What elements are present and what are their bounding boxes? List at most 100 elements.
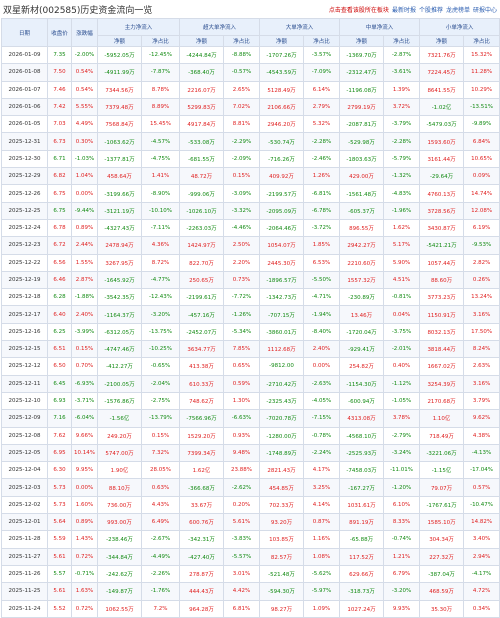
table-cell: 7.42 bbox=[47, 97, 72, 117]
table-cell: 1.63% bbox=[71, 582, 98, 601]
table-cell: -242.62万 bbox=[97, 564, 142, 584]
table-cell: 9.95% bbox=[71, 461, 98, 480]
cell-date: 2025-12-03 bbox=[1, 478, 48, 497]
table-cell: -5.57% bbox=[223, 547, 261, 566]
table-cell: -2452.07万 bbox=[179, 322, 225, 342]
table-cell: 4.49% bbox=[71, 115, 98, 134]
table-cell: -344.84万 bbox=[97, 547, 142, 566]
table-cell: -4.75% bbox=[140, 149, 181, 169]
table-cell: 17.50% bbox=[463, 322, 500, 342]
table-cell: 1667.02万 bbox=[419, 357, 465, 376]
table-cell: 304.34万 bbox=[419, 530, 465, 549]
table-cell: 2.94% bbox=[463, 547, 500, 566]
table-cell: 1424.97万 bbox=[179, 236, 225, 255]
table-cell: -0.71% bbox=[71, 564, 98, 584]
table-cell: 1557.32万 bbox=[339, 270, 385, 290]
cell-date: 2025-12-08 bbox=[1, 426, 48, 445]
table-cell: 1031.61万 bbox=[339, 495, 385, 515]
table-cell: -8.40% bbox=[303, 322, 341, 342]
table-row: 2025-12-23 6.72 2.44% 2478.94万 4.36% 1424.97万… bbox=[1, 236, 500, 255]
sub-header-ratio: 净占比 bbox=[140, 35, 181, 47]
table-cell: -7566.96万 bbox=[179, 409, 225, 428]
table-row: 2025-12-10 6.93 -3.71% -1576.86万 -2.75% 748.6… bbox=[1, 391, 500, 411]
table-cell: 468.59万 bbox=[419, 582, 465, 601]
table-cell: 98.27万 bbox=[259, 599, 305, 618]
table-row: 2025-11-24 5.52 0.72% 1062.55万 7.2% 964.28万 6.… bbox=[1, 599, 500, 618]
table-cell: -681.55万 bbox=[179, 149, 225, 169]
table-cell: -2.28% bbox=[383, 132, 421, 151]
table-cell: 4.17% bbox=[303, 461, 341, 480]
table-cell: -5.97% bbox=[303, 582, 341, 601]
table-cell: -1.76% bbox=[140, 582, 181, 601]
header-link[interactable]: 最新时报 bbox=[391, 6, 416, 14]
header-link[interactable]: 龙虎榜单 bbox=[445, 6, 470, 14]
table-cell: -4.46% bbox=[223, 218, 261, 238]
table-cell: -2.01% bbox=[383, 340, 421, 359]
table-cell: 8032.13万 bbox=[419, 322, 465, 342]
table-row: 2026-01-06 7.42 5.55% 7379.48万 8.89% 5299.83万… bbox=[1, 97, 500, 117]
table-cell: 9.62% bbox=[463, 409, 500, 428]
table-row: 2025-12-09 7.16 -6.04% -1.56亿 -13.79% -7566.9… bbox=[1, 409, 500, 428]
table-cell: -3.20% bbox=[140, 305, 181, 324]
cell-date: 2025-12-04 bbox=[1, 461, 48, 480]
cell-date: 2025-11-27 bbox=[1, 547, 48, 566]
table-row: 2025-12-31 6.73 0.30% -1063.62万 -4.57% -533.0… bbox=[1, 132, 500, 151]
table-cell: 0.15% bbox=[223, 167, 261, 186]
table-cell: -1280.00万 bbox=[259, 426, 305, 445]
table-cell: -6.63% bbox=[223, 409, 261, 428]
cell-date: 2025-12-16 bbox=[1, 322, 48, 342]
table-row: 2025-12-17 6.40 2.40% -1164.37万 -3.20% -457.1… bbox=[1, 305, 500, 324]
table-cell: -9.44% bbox=[71, 201, 98, 220]
table-cell: 1062.55万 bbox=[97, 599, 142, 618]
table-cell: 1.08% bbox=[303, 547, 341, 566]
group-header-xl: 超大单净流入 bbox=[179, 18, 261, 36]
table-cell: 0.54% bbox=[71, 63, 98, 82]
table-cell: -3.83% bbox=[223, 530, 261, 549]
header-link[interactable]: 点击查看该股所在板块 bbox=[328, 6, 389, 14]
table-cell: 6.51 bbox=[47, 340, 72, 359]
table-cell: 3634.77万 bbox=[179, 340, 225, 359]
table-cell: 2.82% bbox=[463, 253, 500, 272]
table-cell: -3.20% bbox=[383, 582, 421, 601]
table-cell: 2.44% bbox=[71, 236, 98, 255]
header-link[interactable]: 个股推荐 bbox=[418, 6, 443, 14]
table-cell: 82.57万 bbox=[259, 547, 305, 566]
table-cell: 1.16% bbox=[303, 530, 341, 549]
sub-header-amount: 净额 bbox=[419, 35, 465, 47]
table-row: 2025-12-08 7.62 9.66% 249.20万 0.15% 1529.20万 0… bbox=[1, 426, 500, 445]
table-row: 2026-01-09 7.35 -2.00% -5952.05万 -12.45% -424… bbox=[1, 45, 500, 65]
table-cell: 0.30% bbox=[71, 132, 98, 151]
table-cell: -5.79% bbox=[383, 149, 421, 169]
table-cell: 413.38万 bbox=[179, 357, 225, 376]
cell-date: 2025-12-29 bbox=[1, 167, 48, 186]
table-cell: -3199.66万 bbox=[97, 184, 142, 203]
table-cell: 748.62万 bbox=[179, 391, 225, 411]
table-cell: 4.42% bbox=[223, 582, 261, 601]
header-link[interactable]: 研报中心 bbox=[472, 6, 497, 14]
table-cell: -1561.48万 bbox=[339, 184, 385, 203]
table-cell: -530.74万 bbox=[259, 132, 305, 151]
table-cell: 6.40 bbox=[47, 305, 72, 324]
table-cell: 79.07万 bbox=[419, 478, 465, 497]
table-cell: -4244.84万 bbox=[179, 45, 225, 65]
cell-date: 2026-01-06 bbox=[1, 97, 48, 117]
table-cell: 964.28万 bbox=[179, 599, 225, 618]
table-cell: 2.40% bbox=[71, 305, 98, 324]
table-cell: -2525.93万 bbox=[339, 443, 385, 463]
table-cell: -3860.01万 bbox=[259, 322, 305, 342]
table-cell: -1.03% bbox=[71, 149, 98, 169]
table-row: 2025-11-27 5.61 0.72% -344.84万 -4.49% -427.40… bbox=[1, 547, 500, 566]
table-row: 2025-12-11 6.45 -6.93% -2100.05万 -2.04% 610.3… bbox=[1, 374, 500, 393]
table-cell: 6.75 bbox=[47, 184, 72, 203]
table-cell: 6.28 bbox=[47, 288, 72, 307]
cell-date: 2025-12-26 bbox=[1, 184, 48, 203]
table-cell: 2210.60万 bbox=[339, 253, 385, 272]
table-cell: 3.72% bbox=[383, 97, 421, 117]
cell-date: 2025-11-28 bbox=[1, 530, 48, 549]
table-cell: 0.93% bbox=[223, 426, 261, 445]
sub-header-amount: 净额 bbox=[97, 35, 142, 47]
table-cell: 227.32万 bbox=[419, 547, 465, 566]
table-cell: 7.85% bbox=[223, 340, 261, 359]
table-cell: 7.02% bbox=[223, 97, 261, 117]
table-cell: 3161.44万 bbox=[419, 149, 465, 169]
